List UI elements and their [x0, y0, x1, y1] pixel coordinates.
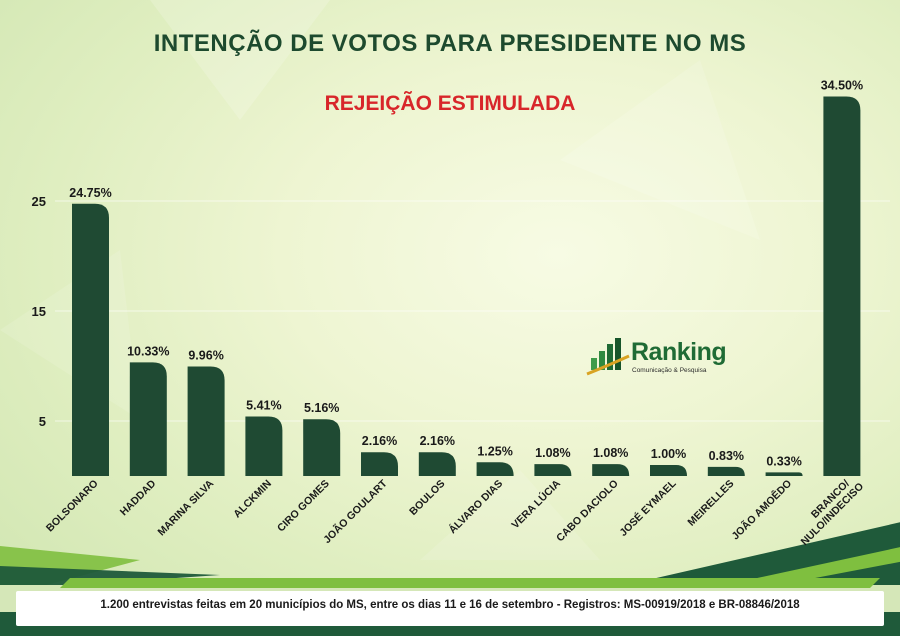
bar: [187, 366, 225, 476]
data-label: 2.16%: [420, 434, 455, 448]
x-tick-label: VERA LÚCIA: [509, 477, 564, 532]
logo-name: Ranking: [631, 338, 727, 366]
bar: [245, 416, 283, 476]
bar: [361, 452, 398, 476]
x-tick-label: MEIRELLES: [685, 478, 736, 529]
data-label: 9.96%: [188, 348, 223, 362]
bar: [592, 464, 630, 476]
bar: [650, 465, 687, 476]
data-label: 5.41%: [246, 398, 281, 412]
bar: [534, 464, 572, 476]
logo-mark-icon: [586, 338, 630, 376]
y-tick-label: 15: [32, 304, 46, 319]
ranking-logo: Ranking Comunicação & Pesquisa: [585, 336, 745, 380]
bar: [72, 203, 109, 476]
data-label: 1.00%: [651, 447, 686, 461]
x-tick-label: JOÃO GOULART: [321, 477, 390, 546]
data-label: 1.25%: [477, 444, 512, 458]
y-tick-label: 25: [32, 194, 46, 209]
data-label: 24.75%: [69, 186, 111, 200]
bar: [303, 419, 341, 476]
y-tick-label: 5: [39, 414, 46, 429]
x-tick-label: BRANCO/NULO/INDECISO: [790, 472, 866, 548]
footer-bar: [16, 591, 884, 626]
footer-note: 1.200 entrevistas feitas em 20 município…: [100, 599, 800, 611]
data-label: 34.50%: [821, 79, 863, 93]
bar: [418, 452, 456, 476]
x-tick-label: JOSÉ EYMAEL: [617, 477, 679, 539]
data-label: 0.83%: [709, 449, 744, 463]
x-tick-label: HADDAD: [118, 477, 159, 518]
data-label: 10.33%: [127, 344, 169, 358]
logo-tagline: Comunicação & Pesquisa: [632, 367, 707, 374]
x-tick-label: ÁLVARO DIAS: [446, 477, 505, 536]
data-label: 1.08%: [593, 446, 628, 460]
data-label: 1.08%: [535, 446, 570, 460]
x-tick-label: BOLSONARO: [44, 478, 101, 535]
chart-title: INTENÇÃO DE VOTOS PARA PRESIDENTE NO MS: [153, 30, 747, 57]
bar: [765, 472, 803, 476]
data-label: 2.16%: [362, 434, 397, 448]
bar: [476, 462, 514, 476]
data-label: 5.16%: [304, 401, 339, 415]
x-tick-label: BOULOS: [407, 478, 447, 518]
x-tick-label: CABO DACIOLO: [554, 478, 621, 545]
x-tick-label: ALCKMIN: [231, 478, 274, 521]
x-tick-label: CIRO GOMES: [275, 478, 332, 535]
data-label: 0.33%: [766, 454, 801, 468]
bar: [823, 96, 861, 476]
chart-subtitle: REJEIÇÃO ESTIMULADA: [324, 92, 576, 115]
x-tick-label: MARINA SILVA: [155, 477, 216, 538]
bar: [707, 466, 745, 476]
bar: [129, 362, 167, 476]
x-tick-label: JOÃO AMOÊDO: [729, 477, 794, 542]
